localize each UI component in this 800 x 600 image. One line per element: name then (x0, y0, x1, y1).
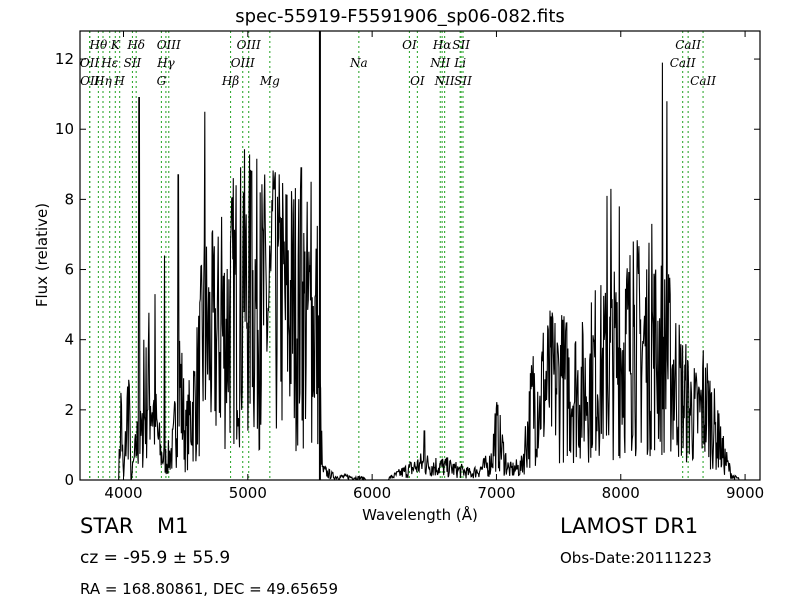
spectrum-line (86, 62, 758, 481)
line-label: OII (80, 56, 100, 70)
line-label: H (113, 74, 125, 88)
line-label: OIII (157, 38, 181, 52)
line-label: OII (80, 74, 100, 88)
line-label: Na (349, 56, 368, 70)
line-labels: HθOIIOIIHηHεKHSIIHδGHγOIIIHβOIIIOIIIMgNa… (80, 38, 716, 88)
line-label: SII (452, 38, 470, 52)
x-tick-label: 8000 (602, 484, 640, 502)
survey-name: LAMOST DR1 (560, 514, 699, 538)
line-label: OI (410, 74, 425, 88)
y-tick-label: 4 (64, 331, 74, 349)
line-label: Li (453, 56, 466, 70)
line-label: NII (434, 74, 455, 88)
line-label: G (157, 74, 167, 88)
x-tick-label: 7000 (477, 484, 515, 502)
ticks (80, 31, 760, 481)
line-label: SII (124, 56, 142, 70)
line-label: Hβ (221, 74, 239, 88)
y-tick-label: 6 (64, 261, 74, 279)
line-label: OIII (231, 56, 255, 70)
y-tick-label: 2 (64, 401, 74, 419)
chart-title: spec-55919-F5591906_sp06-082.fits (235, 6, 565, 27)
line-label: CaII (675, 38, 701, 52)
line-label: CaII (670, 56, 696, 70)
y-tick-label: 8 (64, 190, 74, 208)
redshift-value: cz = -95.9 ± 55.9 (80, 548, 231, 568)
coordinates: RA = 168.80861, DEC = 49.65659 (80, 580, 339, 598)
x-tick-label: 9000 (726, 484, 764, 502)
line-label: K (110, 38, 121, 52)
y-tick-label: 0 (64, 471, 74, 489)
y-tick-label: 12 (55, 50, 74, 68)
line-label: Hα (432, 38, 452, 52)
line-label: NII (429, 56, 450, 70)
line-label: SII (454, 74, 472, 88)
line-label: OI (402, 38, 417, 52)
plot-frame (79, 30, 761, 481)
y-axis-label: Flux (relative) (33, 202, 51, 308)
object-subclass: M1 (157, 514, 189, 538)
line-label: Hθ (89, 38, 108, 52)
line-label: Hδ (126, 38, 145, 52)
x-tick-label: 6000 (353, 484, 391, 502)
x-tick-label: 5000 (229, 484, 267, 502)
line-label: Mg (259, 74, 280, 88)
observation-date: Obs-Date:20111223 (560, 549, 712, 567)
line-label: Hη (93, 74, 112, 88)
y-tick-label: 10 (55, 120, 74, 138)
x-tick-label: 4000 (104, 484, 142, 502)
line-label: OIII (237, 38, 261, 52)
line-label: Hγ (156, 56, 175, 70)
object-class: STAR (80, 514, 134, 538)
line-label: CaII (690, 74, 716, 88)
tick-labels: 4000 5000 6000 7000 8000 9000 0 2 4 6 8 10 12 (55, 50, 764, 502)
x-axis-label: Wavelength (Å) (362, 506, 478, 524)
line-label: Hε (100, 56, 118, 70)
